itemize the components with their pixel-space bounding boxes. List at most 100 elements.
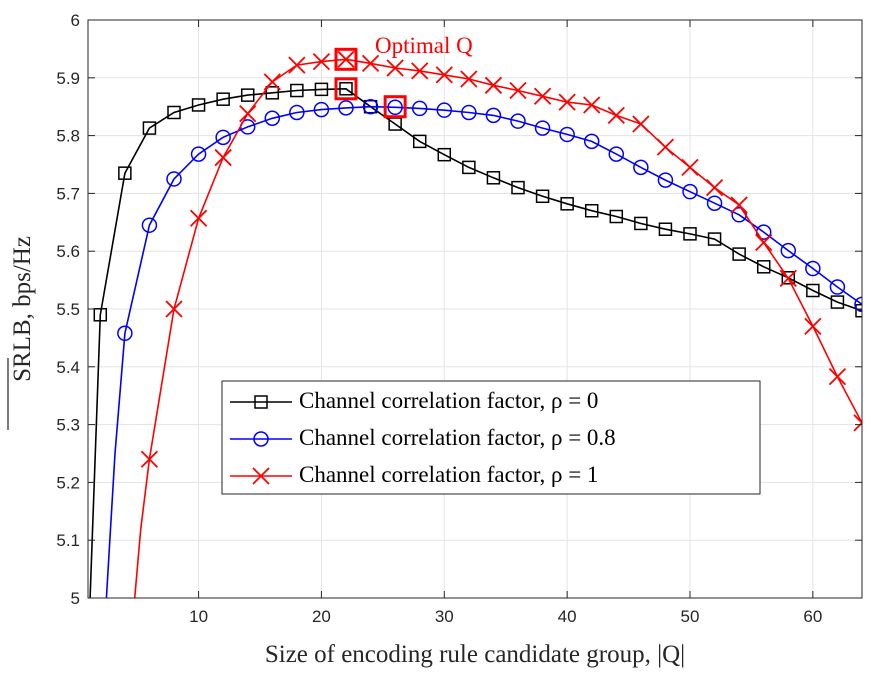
data-point-0: [142, 121, 157, 135]
data-point-2: [435, 66, 453, 84]
data-point-1: [411, 100, 428, 117]
y-axis-label-group: SRLB, bps/Hz: [7, 236, 36, 430]
data-point-0: [732, 247, 746, 261]
legend-label-rho-0-8: Channel correlation factor, ρ = 0.8: [299, 425, 616, 450]
series-1: [105, 98, 862, 598]
data-point-0: [756, 260, 771, 274]
data-point-0: [707, 232, 722, 246]
data-point-2: [484, 76, 503, 94]
data-point-1: [166, 171, 182, 187]
data-point-2: [755, 233, 773, 252]
data-point-2: [288, 56, 306, 74]
optimal-q-marker: [334, 47, 358, 71]
data-point-2: [337, 50, 355, 68]
data-point-0: [314, 82, 329, 97]
data-point-1: [608, 146, 625, 162]
data-point-0: [584, 203, 599, 218]
optimal-q-marker: [334, 77, 358, 101]
y-tick-label: 5.6: [56, 242, 80, 261]
data-point-1: [657, 172, 674, 188]
data-point-2: [165, 300, 183, 318]
data-point-2: [828, 367, 847, 386]
x-axis-label: Size of encoding rule candidate group, |…: [265, 641, 685, 668]
legend-label-rho-0: Channel correlation factor, ρ = 0: [299, 388, 598, 413]
data-point-2: [361, 54, 380, 72]
y-tick-label: 5.1: [56, 531, 80, 550]
data-point-2: [779, 269, 797, 288]
data-point-1: [436, 102, 453, 118]
x-tick-label: 10: [189, 607, 208, 626]
data-point-1: [141, 217, 158, 233]
legend: Channel correlation factor, ρ = 0 Channe…: [221, 380, 761, 495]
data-point-2: [558, 93, 576, 111]
y-tick-label: 5.3: [56, 416, 80, 435]
y-tick-label: 6: [71, 11, 80, 30]
data-point-0: [412, 134, 427, 149]
data-point-2: [460, 70, 478, 88]
y-tick-label: 5.8: [56, 127, 80, 146]
data-point-1: [854, 296, 862, 313]
optimal-q-annotation: Optimal Q: [375, 33, 473, 58]
axis-ticks: 10 20 30 40 50 60 5 5.1 5.2 5.3 5.4 5.5 5.6 5.7 5.8 5.9…: [56, 11, 862, 626]
data-point-1: [780, 242, 797, 259]
legend-marker-2: [252, 467, 270, 485]
data-point-2: [509, 81, 527, 100]
data-point-2: [656, 138, 675, 156]
data-point-1: [215, 129, 231, 146]
data-point-2: [263, 73, 281, 91]
y-tick-label: 5.5: [56, 300, 80, 319]
data-point-0: [855, 303, 862, 318]
data-point-1: [289, 104, 305, 121]
data-point-2: [583, 96, 601, 114]
data-point-2: [804, 317, 822, 335]
data-point-2: [730, 196, 748, 214]
series-line-0: [89, 87, 862, 598]
data-point-1: [510, 113, 526, 129]
data-point-2: [312, 52, 331, 71]
data-point-0: [339, 82, 353, 96]
data-point-0: [93, 308, 108, 322]
data-point-0: [560, 197, 574, 211]
data-point-0: [240, 88, 255, 102]
data-point-0: [462, 160, 476, 175]
data-point-1: [559, 126, 575, 143]
y-tick-label: 5.2: [56, 473, 80, 492]
optimal-q-marker: [383, 95, 407, 119]
y-tick-label: 5.7: [56, 184, 80, 203]
data-point-0: [437, 147, 452, 162]
data-point-0: [806, 283, 820, 298]
data-point-1: [706, 195, 723, 211]
data-point-0: [658, 222, 673, 236]
data-point-2: [853, 414, 862, 432]
data-point-2: [189, 209, 208, 227]
data-point-2: [214, 148, 232, 167]
data-point-1: [485, 107, 502, 124]
annotation-layer: Optimal Q: [334, 33, 473, 119]
data-point-2: [632, 115, 650, 133]
data-point-0: [683, 227, 697, 241]
series-clip-group: [89, 50, 862, 598]
legend-entries: Channel correlation factor, ρ = 0 Channe…: [230, 388, 616, 487]
x-tick-label: 50: [681, 607, 700, 626]
data-point-0: [265, 86, 280, 100]
data-point-0: [486, 171, 501, 185]
data-point-0: [216, 92, 230, 106]
data-point-0: [830, 295, 845, 309]
data-point-2: [705, 178, 724, 197]
y-axis-label: SRLB, bps/Hz: [9, 236, 36, 382]
y-tick-label: 5: [71, 589, 80, 608]
data-point-1: [362, 98, 379, 115]
data-point-2: [607, 106, 625, 125]
y-tick-label: 5.9: [56, 69, 80, 88]
data-point-2: [681, 158, 699, 177]
x-tick-label: 40: [558, 607, 577, 626]
x-tick-label: 60: [803, 607, 822, 626]
data-point-0: [118, 166, 132, 180]
data-point-1: [387, 99, 403, 116]
data-point-0: [781, 271, 796, 285]
data-point-0: [290, 83, 304, 98]
data-point-0: [609, 209, 624, 224]
data-point-0: [511, 180, 525, 195]
data-point-2: [533, 87, 552, 105]
